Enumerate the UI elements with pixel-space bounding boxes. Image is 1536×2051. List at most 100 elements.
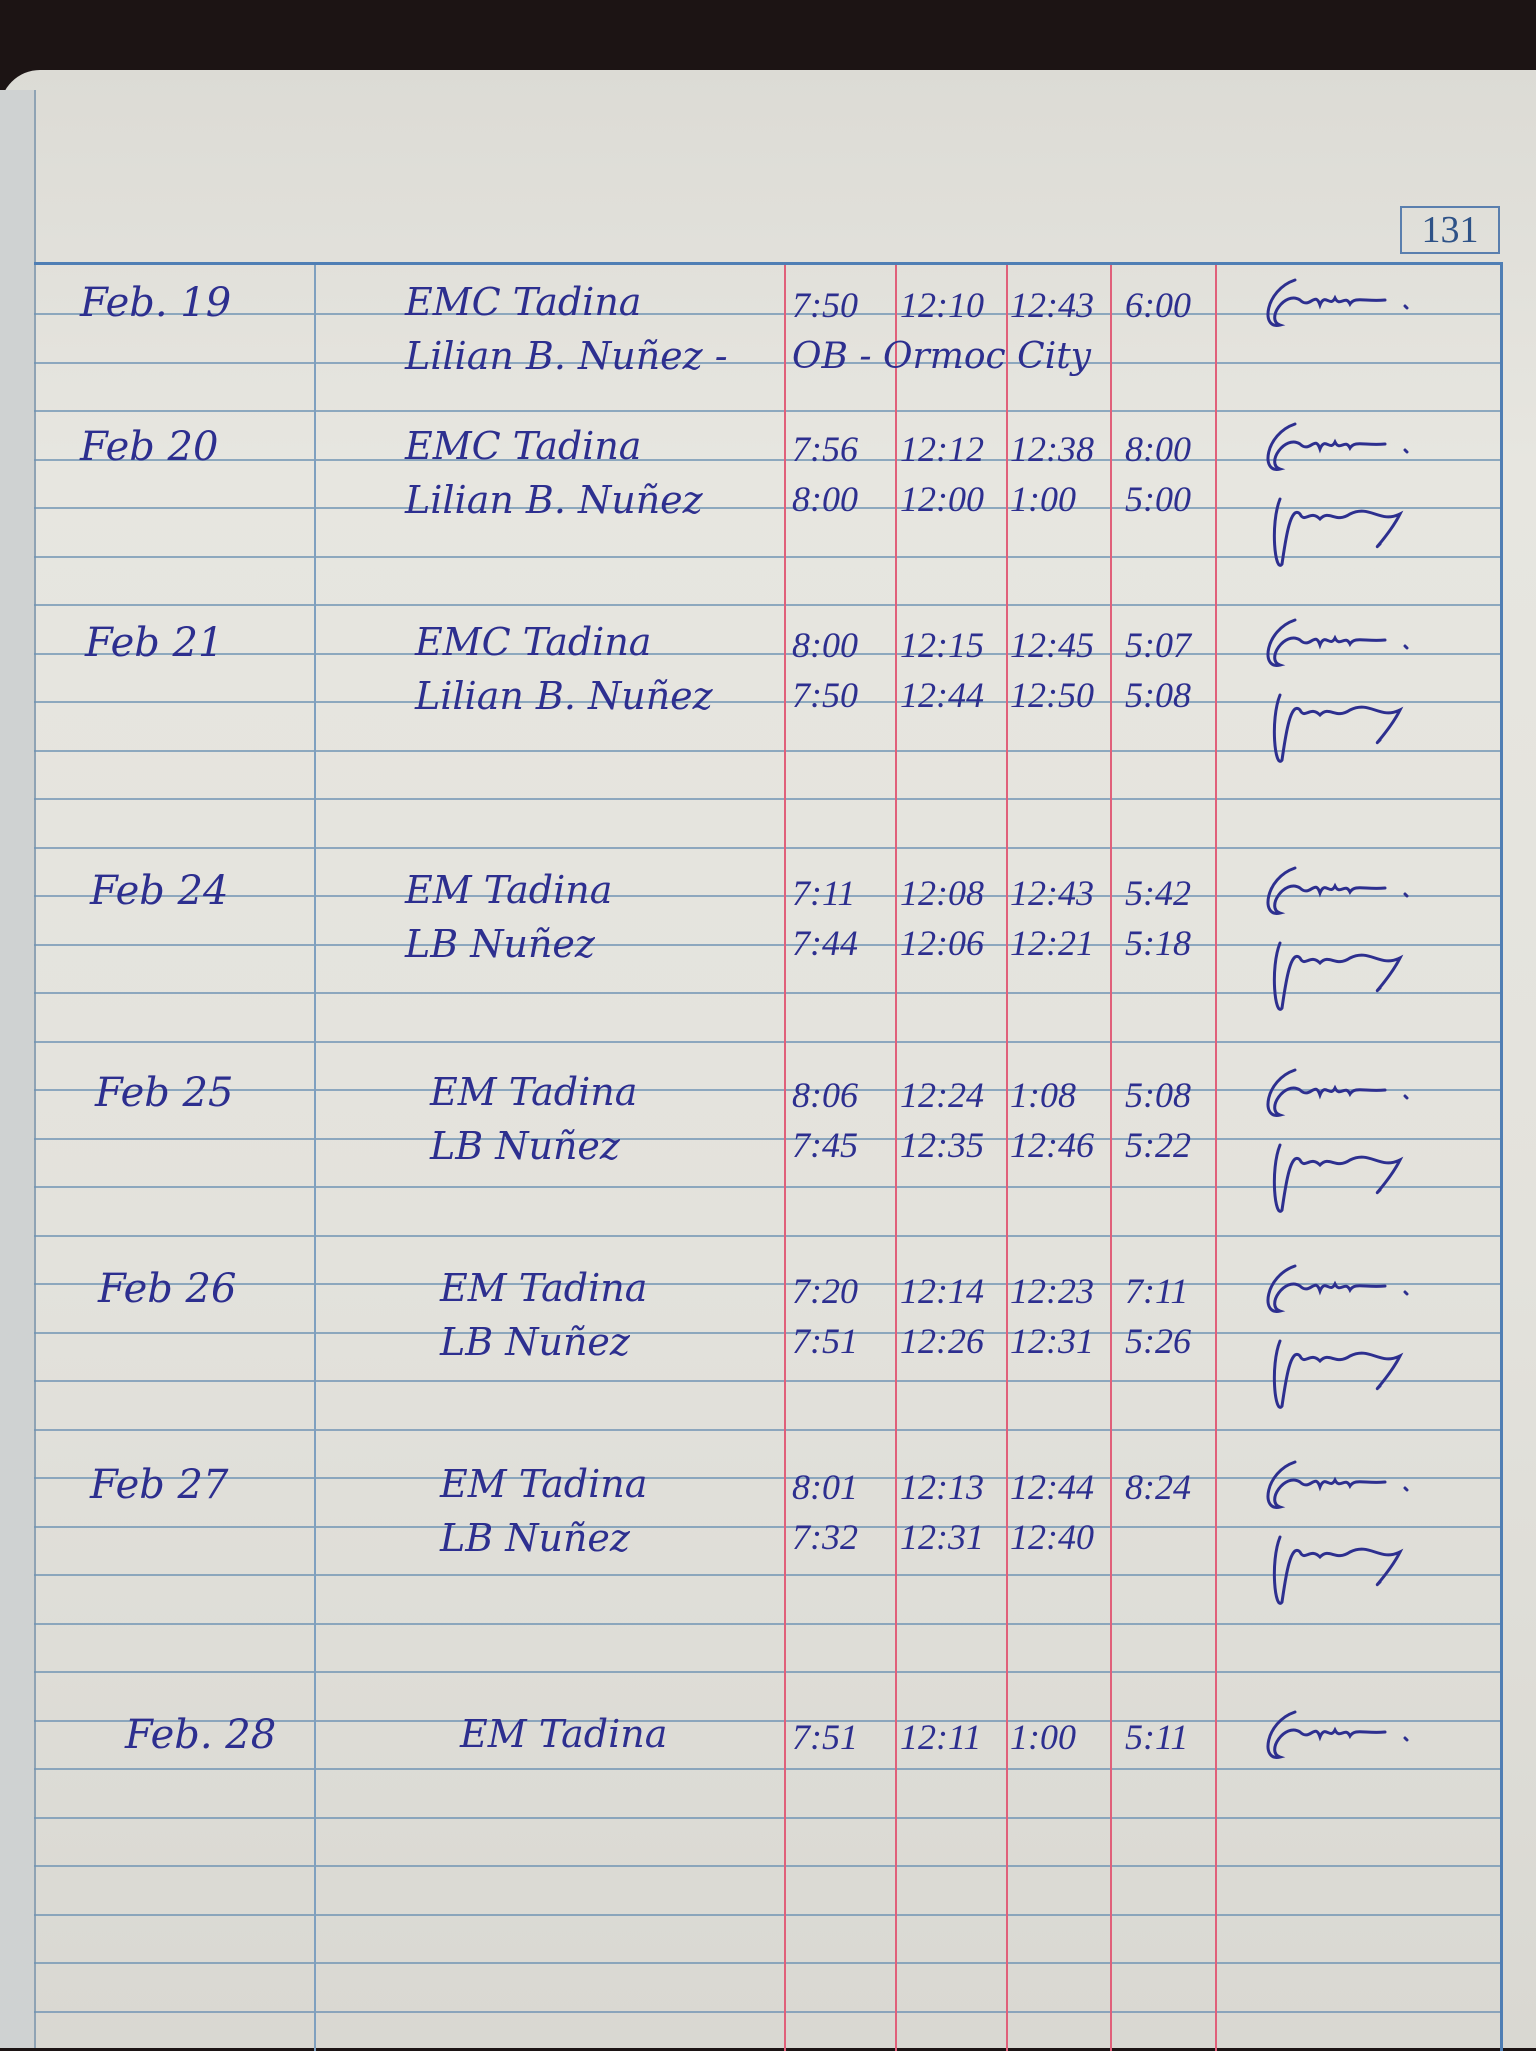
time-in-pm: 12:21 <box>1010 923 1094 963</box>
ruled-line <box>34 1040 1500 1043</box>
signature-employee <box>1272 1339 1404 1409</box>
employee-name: EM Tadina <box>405 868 613 912</box>
date-column-divider <box>314 265 316 2051</box>
time-in-am: 7:51 <box>792 1717 858 1757</box>
left-page-edge <box>0 90 36 2048</box>
time-out-am: 12:00 <box>900 479 984 519</box>
ruled-line <box>34 1962 1500 1964</box>
time-in-pm: 12:31 <box>1010 1321 1094 1361</box>
ruled-line <box>34 798 1500 800</box>
ruled-line <box>34 652 1500 655</box>
employee-name: EM Tadina <box>460 1712 668 1756</box>
signature-employee <box>1272 941 1404 1011</box>
ruled-line <box>34 1380 1500 1382</box>
time-in-pm: 1:08 <box>1010 1075 1076 1115</box>
employee-name: EM Tadina <box>440 1462 648 1506</box>
ruled-line <box>34 1622 1500 1625</box>
time-out-pm: 5:08 <box>1125 1075 1191 1115</box>
ruled-line <box>34 749 1500 752</box>
ruled-line <box>34 1719 1500 1722</box>
ruled-line <box>34 1913 1500 1916</box>
time-in-am: 7:56 <box>792 429 858 469</box>
signature-supervisor <box>1266 1710 1409 1759</box>
time-out-am: 12:26 <box>900 1321 984 1361</box>
time-in-am: 7:20 <box>792 1271 858 1311</box>
time-out-pm-divider <box>1110 265 1112 2051</box>
time-out-pm: 5:18 <box>1125 923 1191 963</box>
ruled-line <box>34 458 1500 461</box>
time-out-pm: 5:11 <box>1125 1717 1189 1757</box>
time-out-am: 12:10 <box>900 285 984 325</box>
time-out-am: 12:31 <box>900 1517 984 1557</box>
time-in-am: 7:51 <box>792 1321 858 1361</box>
entry-date: Feb. 19 <box>80 280 232 326</box>
ruled-line <box>34 943 1500 946</box>
entry-date: Feb 26 <box>98 1266 237 1312</box>
signature-employee <box>1272 1535 1404 1605</box>
ruled-line <box>34 1234 1500 1237</box>
signature-employee <box>1272 693 1404 763</box>
time-in-am: 7:50 <box>792 675 858 715</box>
employee-name: Lilian B. Nuñez <box>405 478 703 522</box>
time-out-pm: 5:22 <box>1125 1125 1191 1165</box>
employee-name: LB Nuñez <box>440 1516 630 1560</box>
ruled-line <box>34 313 1500 315</box>
time-in-am: 7:32 <box>792 1517 858 1557</box>
signature-supervisor <box>1266 422 1409 471</box>
time-in-am: 8:06 <box>792 1075 858 1115</box>
signature-supervisor <box>1266 1460 1409 1509</box>
ruled-line <box>34 1816 1500 1819</box>
time-out-am: 12:13 <box>900 1467 984 1507</box>
ruled-line <box>34 1525 1500 1528</box>
employee-name: EM Tadina <box>440 1266 648 1310</box>
time-out-am-divider <box>895 265 897 2051</box>
signature-employee <box>1272 1143 1404 1213</box>
ruled-line <box>34 2010 1500 2013</box>
entry-date: Feb 25 <box>95 1070 234 1116</box>
signature-column-divider <box>1215 265 1217 2051</box>
employee-name: LB Nuñez <box>405 922 595 966</box>
ruled-line <box>34 1428 1500 1431</box>
time-out-pm: 8:00 <box>1125 429 1191 469</box>
signature-supervisor <box>1266 278 1409 327</box>
employee-name: EMC Tadina <box>405 280 642 324</box>
time-in-am: 8:00 <box>792 625 858 665</box>
ruled-line <box>34 604 1500 606</box>
time-in-am: 8:00 <box>792 479 858 519</box>
time-out-am: 12:14 <box>900 1271 984 1311</box>
time-in-pm: 12:50 <box>1010 675 1094 715</box>
logbook-table <box>34 262 1503 2051</box>
ruled-line <box>34 701 1500 703</box>
time-in-pm: 12:23 <box>1010 1271 1094 1311</box>
time-in-am: 7:11 <box>792 873 856 913</box>
ruled-line <box>34 555 1500 558</box>
time-in-am: 7:50 <box>792 285 858 325</box>
time-in-pm: 12:40 <box>1010 1517 1094 1557</box>
time-in-am: 8:01 <box>792 1467 858 1507</box>
time-out-pm: 5:26 <box>1125 1321 1191 1361</box>
time-in-pm: 1:00 <box>1010 1717 1076 1757</box>
ruled-line <box>34 1089 1500 1091</box>
time-out-am: 12:35 <box>900 1125 984 1165</box>
employee-name: EMC Tadina <box>415 620 652 664</box>
signature-supervisor <box>1266 1264 1409 1313</box>
employee-name: EMC Tadina <box>405 424 642 468</box>
time-in-am-divider <box>784 265 786 2051</box>
time-out-am: 12:12 <box>900 429 984 469</box>
employee-name: Lilian B. Nuñez - <box>405 334 728 378</box>
time-in-pm: 12:44 <box>1010 1467 1094 1507</box>
time-out-pm: 5:08 <box>1125 675 1191 715</box>
ruled-line <box>34 361 1500 364</box>
entry-date: Feb. 28 <box>125 1712 277 1758</box>
time-out-pm: 8:24 <box>1125 1467 1191 1507</box>
signature-supervisor <box>1266 1068 1409 1117</box>
ruled-line <box>34 1671 1500 1673</box>
time-in-pm: 12:45 <box>1010 625 1094 665</box>
ruled-line <box>34 1477 1500 1479</box>
time-out-pm: 5:00 <box>1125 479 1191 519</box>
ruled-line <box>34 1865 1500 1867</box>
time-in-am: 7:45 <box>792 1125 858 1165</box>
logbook-page <box>0 70 1536 2048</box>
ruled-line <box>34 410 1500 412</box>
time-out-am: 12:08 <box>900 873 984 913</box>
